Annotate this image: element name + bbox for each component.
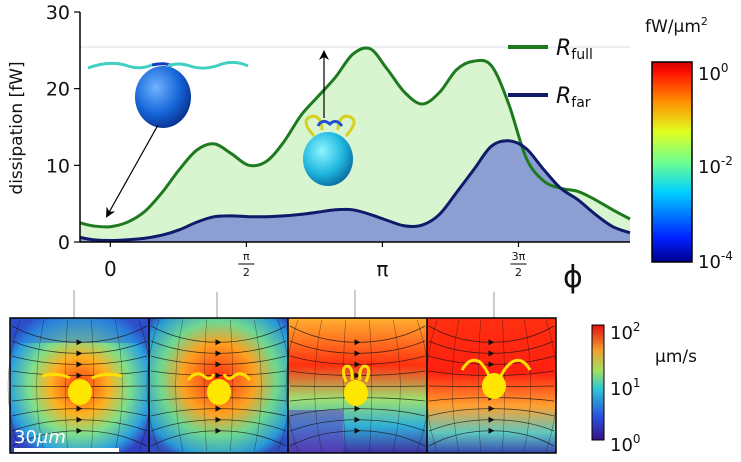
y-ticks: 0 10 20 30 — [46, 2, 80, 254]
y-axis-label: dissipation [fW] — [7, 61, 27, 194]
series-layer — [79, 46, 631, 243]
x-tick-label: π2 — [238, 250, 255, 279]
swimmer-illustration-left — [87, 60, 249, 218]
pointer-arrow-left — [106, 124, 159, 218]
colorbar-bottom-gradient — [591, 324, 605, 441]
colorbar-top-tick-1: 10-2 — [698, 154, 733, 178]
series-line-far — [79, 139, 631, 243]
flow-panel-3 — [425, 318, 558, 453]
swimmer-illustration-center — [303, 50, 356, 186]
y-tick-label: 20 — [46, 79, 70, 101]
y-tick-label: 0 — [58, 232, 70, 254]
colorbar-dissipation: fW/μm2 100 10-2 10-4 — [645, 15, 733, 273]
y-tick-label: 30 — [46, 2, 70, 24]
colorbar-top-unit: fW/μm2 — [645, 15, 708, 37]
flow-panel-0 — [7, 318, 152, 453]
svg-text:2: 2 — [243, 266, 250, 279]
colorbar-bottom-unit: μm/s — [655, 347, 697, 367]
colorbar-top-gradient — [651, 61, 693, 263]
colorbar-bottom-tick-2: 100 — [610, 432, 641, 456]
colorbar-bottom-tick-0: 102 — [610, 320, 641, 344]
flow-panel-2 — [285, 318, 430, 453]
flow-panel-1 — [146, 318, 291, 453]
colorbar-bottom-tick-1: 101 — [610, 376, 641, 400]
series-line-full — [79, 46, 631, 229]
x-tick-label: π — [376, 257, 388, 281]
svg-text:2: 2 — [515, 266, 522, 279]
svg-text:π: π — [376, 257, 388, 281]
x-axis-label: ϕ — [563, 260, 583, 295]
svg-text:0: 0 — [104, 257, 117, 281]
x-tick-label: 3π2 — [510, 250, 527, 279]
scale-bar — [14, 448, 119, 452]
x-tick-label: 0 — [104, 257, 117, 281]
svg-text:3π: 3π — [512, 250, 526, 263]
flow-panels: 30μm — [7, 317, 558, 454]
scale-bar-label: 30μm — [14, 427, 66, 448]
legend-label-full: Rfull — [556, 36, 593, 63]
y-tick-label: 10 — [46, 155, 70, 177]
colorbar-flow-speed: 102 101 100 μm/s — [591, 320, 697, 456]
legend: Rfull Rfar — [508, 36, 593, 111]
legend-label-far: Rfar — [556, 84, 591, 111]
colorbar-top-tick-0: 100 — [698, 61, 729, 85]
panel-connectors — [73, 290, 495, 318]
svg-text:π: π — [243, 250, 250, 263]
colorbar-top-tick-2: 10-4 — [698, 249, 733, 273]
